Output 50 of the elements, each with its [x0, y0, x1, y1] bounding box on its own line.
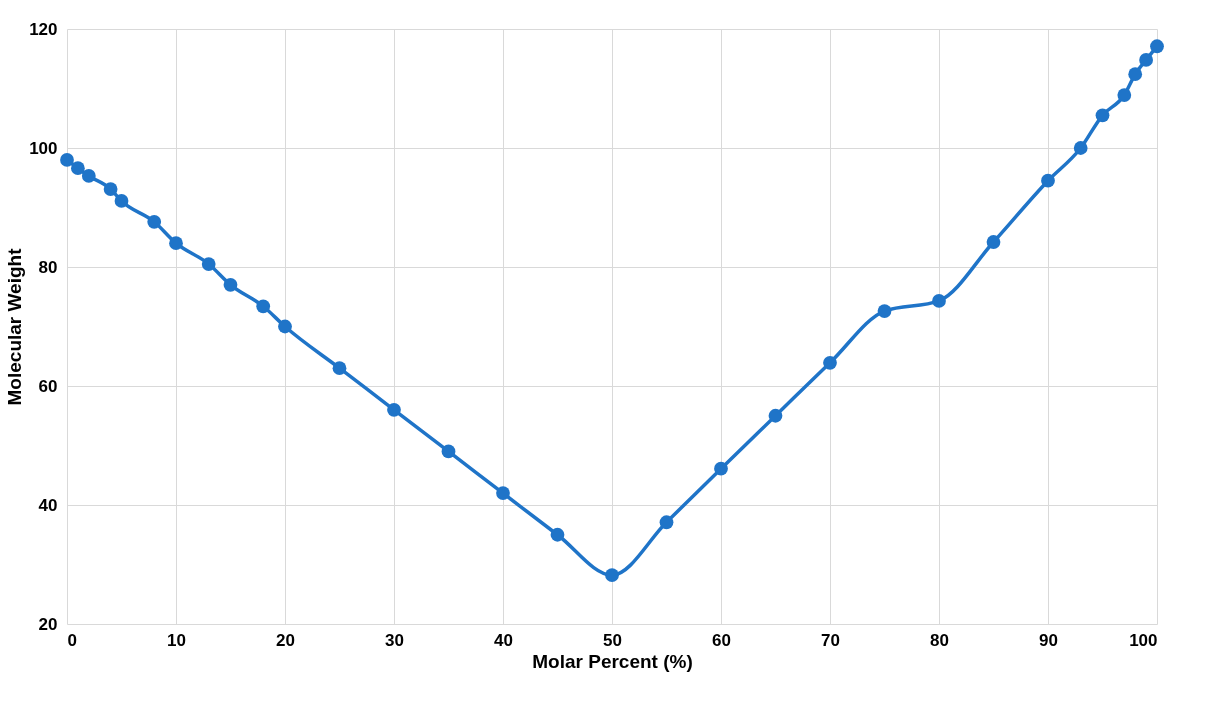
point	[1095, 108, 1110, 123]
y-tick-label: 60	[38, 376, 58, 396]
point	[201, 257, 216, 271]
point	[768, 408, 783, 423]
x-tick-label: 90	[1039, 630, 1058, 650]
point	[223, 277, 238, 292]
point	[81, 169, 96, 183]
point	[278, 319, 292, 334]
x-tick-label: 50	[603, 630, 622, 650]
point	[1150, 39, 1164, 54]
point	[550, 527, 565, 542]
x-tick-label: 0	[67, 630, 77, 650]
y-axis-title: Molecular Weight	[4, 247, 26, 406]
point	[103, 182, 118, 196]
x-tick-label: 10	[167, 630, 186, 650]
point	[169, 236, 183, 251]
point	[1128, 67, 1143, 82]
x-axis-title: Molar Percent (%)	[532, 650, 693, 672]
point	[823, 355, 837, 370]
point	[387, 402, 401, 417]
point	[659, 515, 674, 530]
x-tick-label: 70	[821, 630, 840, 650]
y-tick-label: 120	[29, 19, 58, 39]
point	[71, 161, 85, 176]
point	[877, 304, 892, 318]
point	[1073, 141, 1088, 155]
x-tick-label: 80	[930, 630, 949, 650]
point	[1117, 88, 1132, 102]
point	[1139, 53, 1153, 67]
y-tick-label: 40	[38, 495, 58, 515]
point	[1041, 173, 1055, 188]
point	[332, 361, 347, 376]
point	[605, 568, 619, 583]
point	[256, 299, 271, 314]
point	[932, 294, 946, 308]
point	[147, 214, 162, 229]
x-tick-label: 100	[1129, 630, 1158, 650]
point	[60, 153, 74, 167]
point	[986, 235, 1001, 249]
y-tick-label: 100	[29, 138, 58, 158]
x-tick-label: 40	[494, 630, 513, 650]
y-tick-label: 20	[38, 614, 58, 634]
point	[714, 461, 728, 476]
point	[496, 486, 510, 500]
x-tick-label: 60	[712, 630, 731, 650]
point	[114, 194, 129, 208]
x-tick-label: 20	[276, 630, 295, 650]
y-tick-label: 80	[38, 257, 58, 277]
x-tick-label: 30	[385, 630, 404, 650]
point	[441, 444, 456, 459]
